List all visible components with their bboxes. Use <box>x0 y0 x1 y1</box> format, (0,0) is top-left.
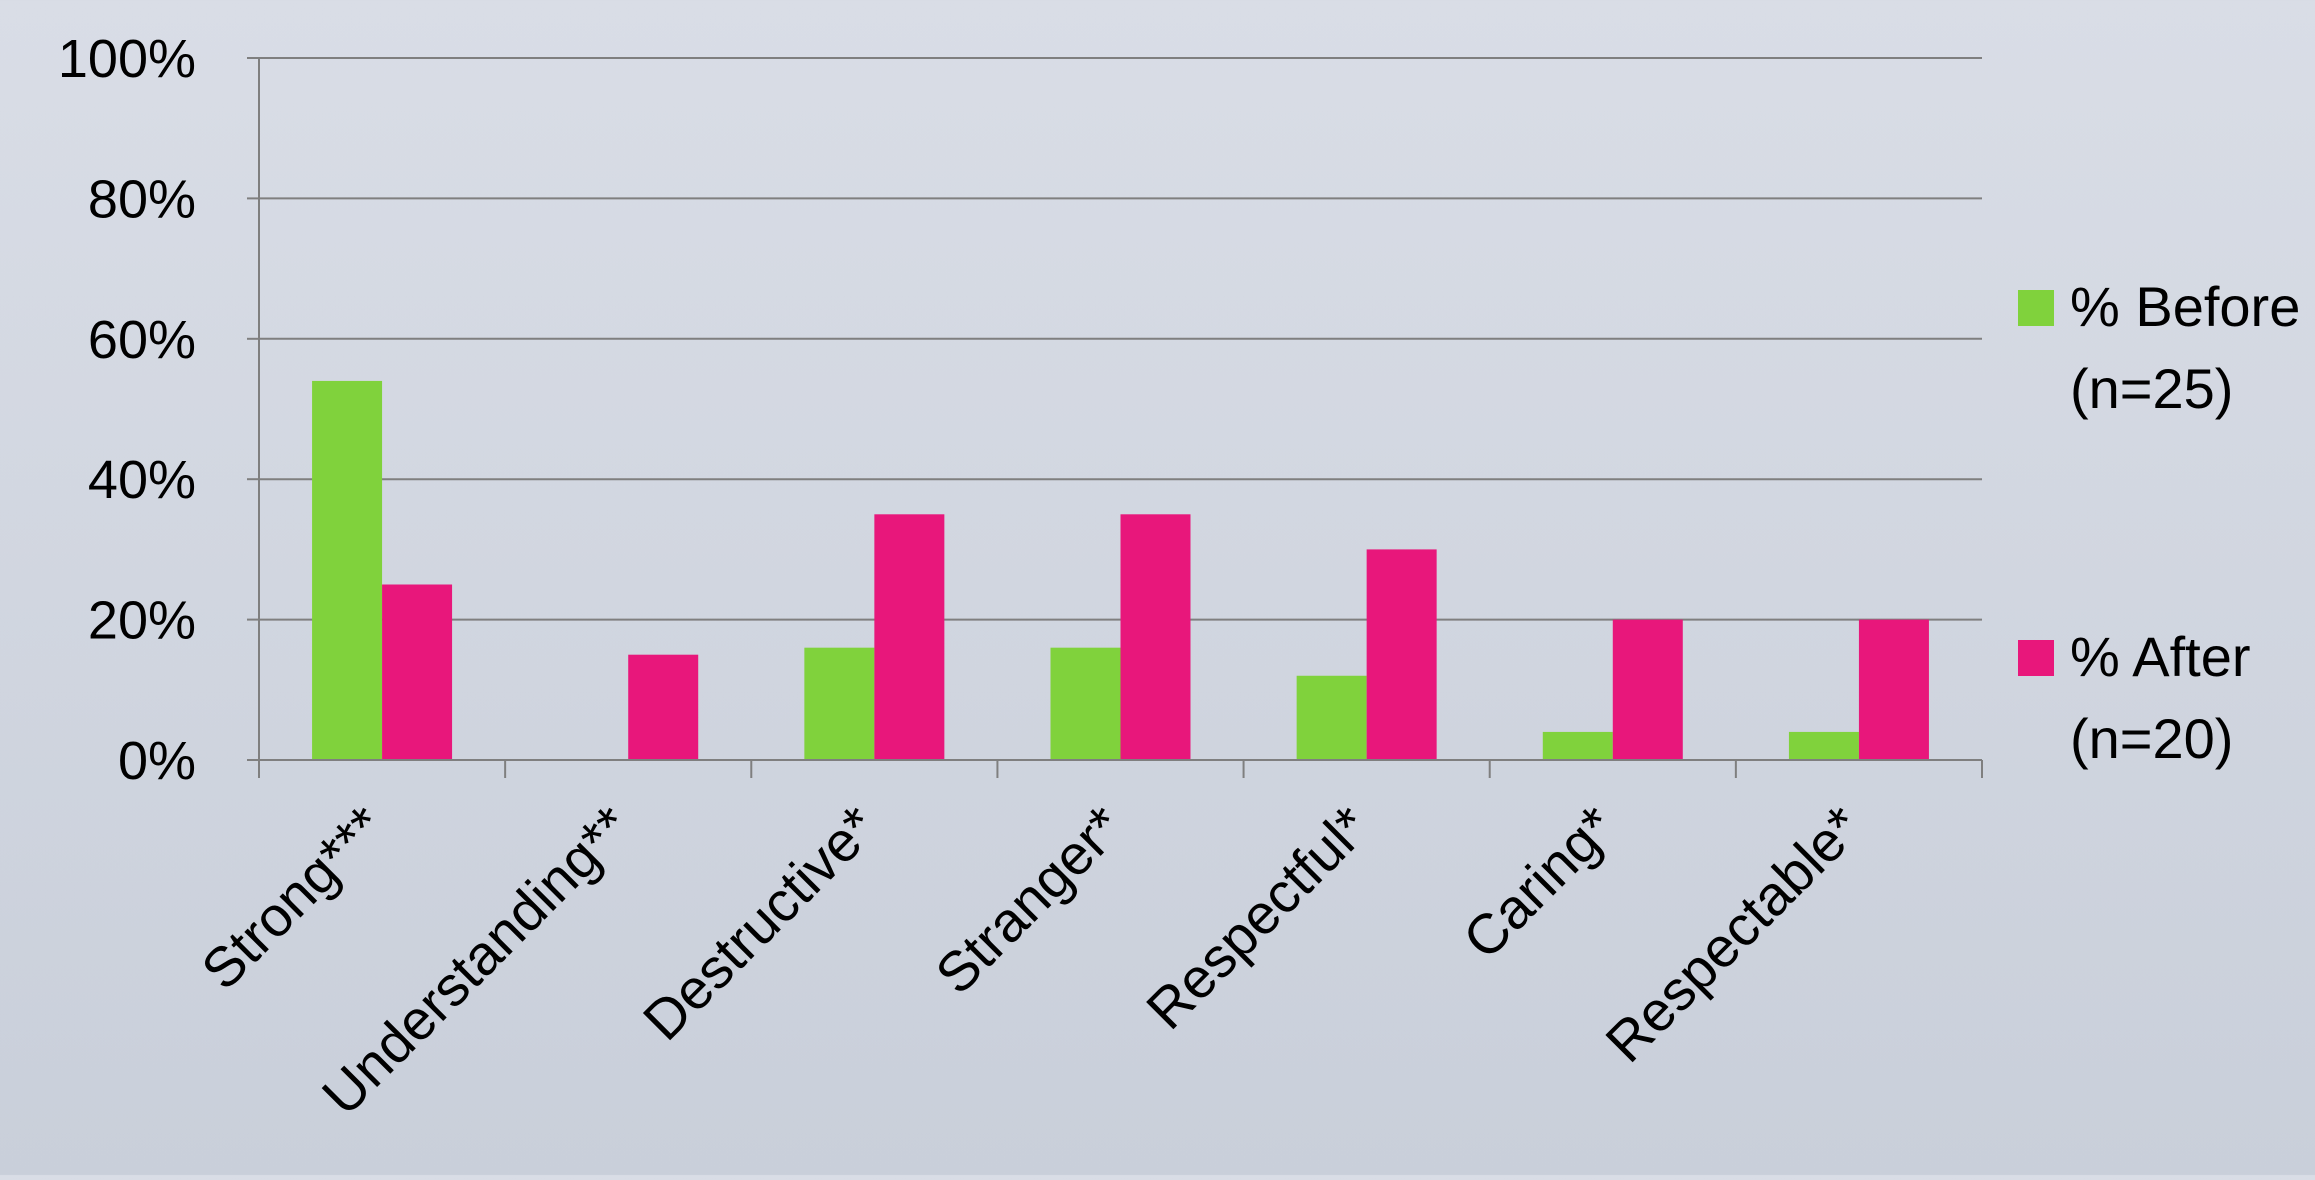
y-tick-label: 100% <box>58 29 196 89</box>
bar-after <box>1858 619 1929 760</box>
bar-before <box>1788 731 1859 760</box>
x-tick-label: Respectful* <box>1134 794 1381 1041</box>
legend-label: % Before <box>2070 275 2300 338</box>
axes <box>247 57 1983 778</box>
bar-before <box>804 647 875 760</box>
y-tick-label: 20% <box>88 591 196 651</box>
y-tick-labels: 0% 20% 40% 60% 80% 100% <box>58 29 196 791</box>
bar-before <box>1050 647 1121 760</box>
bar-before <box>1542 731 1613 760</box>
bar-after <box>382 584 453 760</box>
y-tick-label: 80% <box>88 169 196 229</box>
bar-after <box>1366 549 1437 760</box>
legend-swatch-before <box>2018 290 2054 326</box>
x-tick-labels: Strong***Understanding**Destructive* Stra… <box>189 794 1873 1127</box>
bar-after <box>628 654 699 760</box>
bar-before <box>1296 675 1367 760</box>
bars <box>312 380 1929 760</box>
y-tick-label: 40% <box>88 450 196 510</box>
x-tick-label: Caring* <box>1451 794 1628 971</box>
legend-label: (n=20) <box>2070 707 2233 770</box>
bar-after <box>1612 619 1683 760</box>
legend-swatch-after <box>2018 640 2054 676</box>
bar-after <box>1120 514 1191 760</box>
x-tick-label: Stranger* <box>923 794 1135 1006</box>
legend-label: % After <box>2070 625 2251 688</box>
x-tick-label: Respectable* <box>1593 794 1873 1074</box>
x-tick-label: Strong*** <box>189 794 396 1001</box>
gridlines <box>259 57 1982 621</box>
bar-after <box>874 514 945 760</box>
bar-before <box>312 380 383 760</box>
x-tick-label: Destructive* <box>631 794 889 1052</box>
y-tick-label: 60% <box>88 310 196 370</box>
y-tick-label: 0% <box>118 731 196 791</box>
legend-label: (n=25) <box>2070 357 2233 420</box>
legend: % Before (n=25) % After (n=20) <box>2018 275 2300 770</box>
